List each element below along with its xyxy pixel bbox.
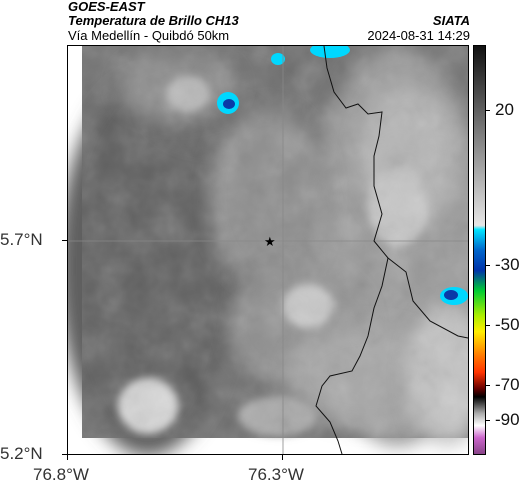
colorbar-tick <box>485 385 490 386</box>
lat-tick-mark <box>62 454 67 455</box>
colorbar-tick <box>485 110 490 111</box>
colorbar-label: -30 <box>495 255 520 274</box>
colorbar-tick <box>485 420 490 421</box>
source-label: SIATA <box>432 13 470 28</box>
lat-tick-label: 5.2°N <box>0 444 43 463</box>
satellite-map[interactable]: ★ <box>67 45 469 455</box>
lon-tick-mark <box>282 455 283 460</box>
brightness-temperature-field: ★ <box>68 46 468 454</box>
lon-tick-label: 76.3°W <box>248 465 304 484</box>
colorbar-label: -90 <box>495 410 520 429</box>
lon-tick-label: 76.8°W <box>33 465 89 484</box>
lat-tick-label: 5.7°N <box>0 230 43 249</box>
satellite-title: GOES-EAST <box>68 0 145 14</box>
lon-tick-mark <box>67 455 68 460</box>
colorbar-tick <box>485 265 490 266</box>
colorbar-label: 20 <box>495 100 514 119</box>
product-title: Temperatura de Brillo CH13 <box>68 13 239 28</box>
temperature-colorbar <box>473 45 486 455</box>
datetime-label: 2024-08-31 14:29 <box>367 28 470 43</box>
reference-point-marker: ★ <box>264 235 276 250</box>
colorbar-label: -50 <box>495 315 520 334</box>
colorbar-label: -70 <box>495 375 520 394</box>
colorbar-tick <box>485 325 490 326</box>
lat-tick-mark <box>62 240 67 241</box>
route-subtitle: Vía Medellín - Quibdó 50km <box>68 28 230 43</box>
